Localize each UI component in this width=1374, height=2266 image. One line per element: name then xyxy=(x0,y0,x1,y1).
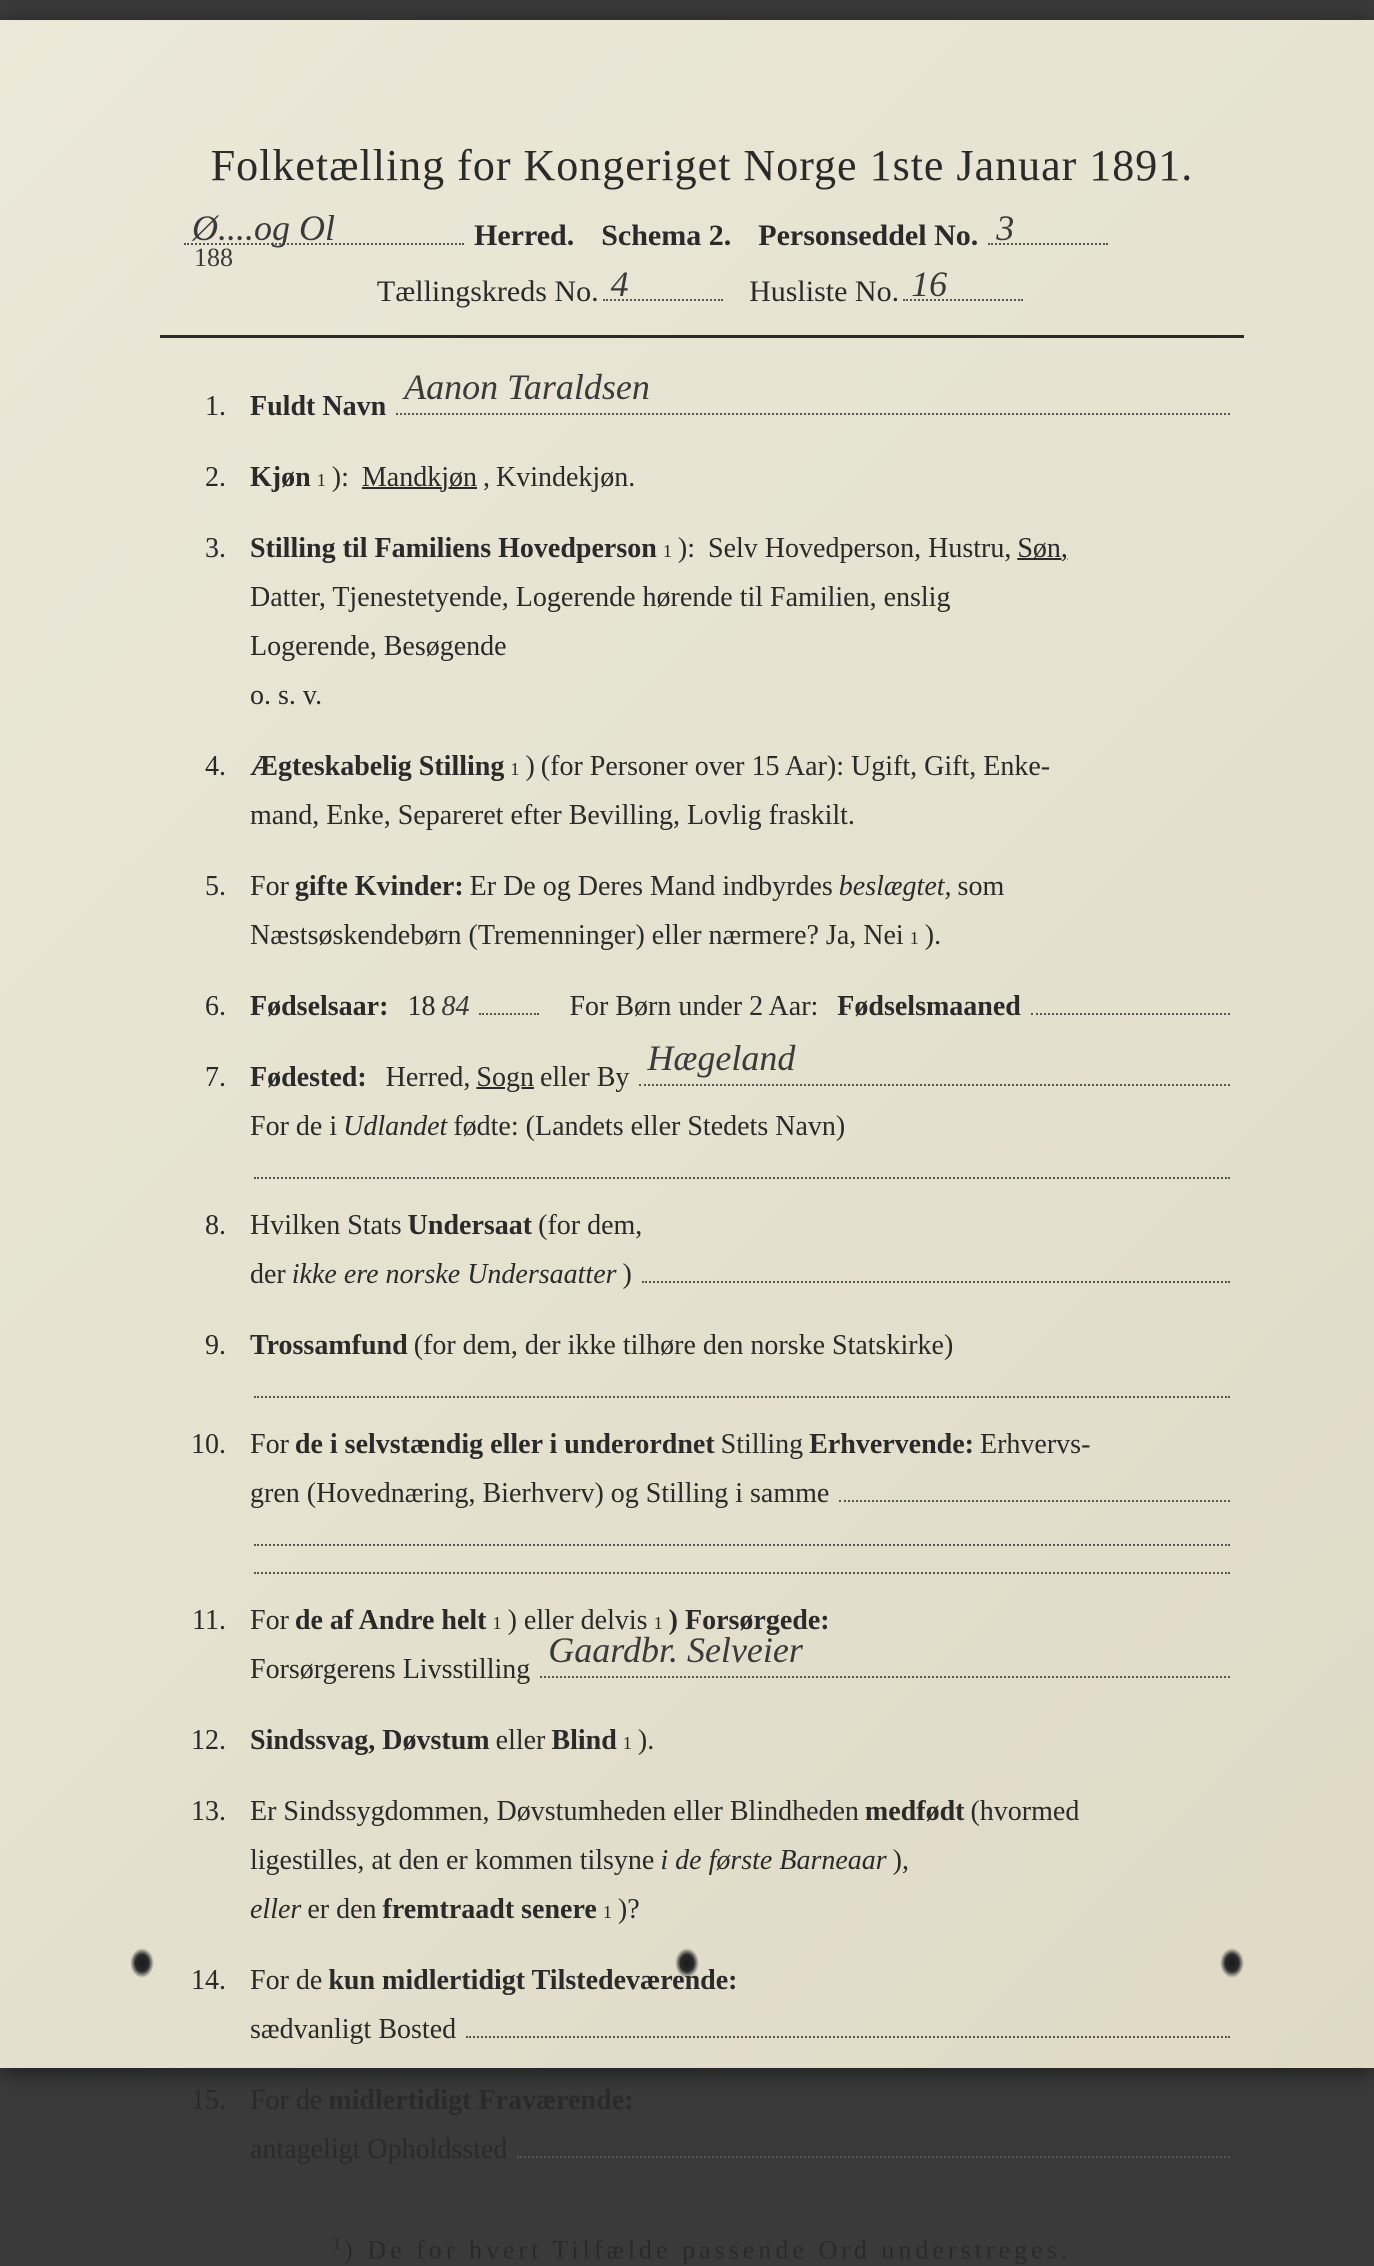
label-religion: Trossamfund xyxy=(250,1321,408,1370)
herred-label: Herred. xyxy=(474,219,574,253)
census-form-page: Folketælling for Kongeriget Norge 1ste J… xyxy=(0,20,1374,2068)
item-2: 2. Kjøn1): Mandkjøn, Kvindekjøn. xyxy=(180,453,1234,502)
label-birthplace: Fødested: xyxy=(250,1053,367,1102)
punch-hole-right xyxy=(1220,1948,1244,1978)
item-6: 6. Fødselsaar: 1884 For Børn under 2 Aar… xyxy=(180,982,1234,1031)
item-10: 10. For de i selvstændig eller i underor… xyxy=(180,1420,1234,1574)
item-9: 9. Trossamfund (for dem, der ikke tilhør… xyxy=(180,1321,1234,1398)
label-married-women: gifte Kvinder: xyxy=(295,862,464,911)
footnote: 1) De for hvert Tilfælde passende Ord un… xyxy=(160,2234,1244,2266)
label-supported: de af Andre helt xyxy=(295,1596,487,1645)
label-birthyear: Fødselsaar: xyxy=(250,982,388,1031)
year-note: 188 xyxy=(194,243,233,273)
supporter-occupation: Gaardbr. Selveier xyxy=(548,1619,803,1682)
form-title: Folketælling for Kongeriget Norge 1ste J… xyxy=(160,140,1244,191)
item-7: 7. Fødested: Herred, Sogn eller By Hægel… xyxy=(180,1053,1234,1179)
birthyear-value: 84 xyxy=(441,982,469,1031)
birthplace-sogn: Sogn xyxy=(476,1053,534,1102)
schema-label: Schema 2. xyxy=(601,219,731,253)
item-12: 12. Sindssvag, Døvstum eller Blind1). xyxy=(180,1716,1234,1765)
sex-female: Kvindekjøn. xyxy=(496,453,635,502)
personseddel-no: 3 xyxy=(996,207,1014,249)
item-14: 14. For de kun midlertidigt Tilstedevære… xyxy=(180,1956,1234,2054)
sex-male: Mandkjøn xyxy=(362,453,477,502)
label-congenital: medfødt xyxy=(865,1787,965,1836)
item-11: 11. For de af Andre helt1 ) eller delvis… xyxy=(180,1596,1234,1694)
item-1: 1. Fuldt Navn Aanon Taraldsen xyxy=(180,382,1234,431)
kreds-no: 4 xyxy=(611,263,629,305)
husliste-no: 16 xyxy=(911,263,947,305)
item-5: 5. For gifte Kvinder: Er De og Deres Man… xyxy=(180,862,1234,960)
item-8: 8. Hvilken Stats Undersaat (for dem, der… xyxy=(180,1201,1234,1299)
husliste-label: Husliste No. xyxy=(749,275,899,309)
label-marital: Ægteskabelig Stilling xyxy=(250,742,504,791)
item-4: 4. Ægteskabelig Stilling1) (for Personer… xyxy=(180,742,1234,840)
personseddel-label: Personseddel No. xyxy=(758,219,978,253)
divider-rule xyxy=(160,335,1244,338)
punch-hole-left xyxy=(130,1948,154,1978)
label-subject: Undersaat xyxy=(408,1201,532,1250)
value-name: Aanon Taraldsen xyxy=(404,356,650,419)
label-sex: Kjøn xyxy=(250,453,311,502)
item-13: 13. Er Sindssygdommen, Døvstumheden elle… xyxy=(180,1787,1234,1934)
label-disability: Sindssvag, Døvstum xyxy=(250,1716,490,1765)
label-occupation: Erhvervende: xyxy=(809,1420,974,1469)
header-row-1: Ø....og Ol 188 Herred. Schema 2. Persons… xyxy=(160,215,1244,253)
item-3: 3. Stilling til Familiens Hovedperson1):… xyxy=(180,524,1234,720)
kreds-label: Tællingskreds No. xyxy=(377,275,599,309)
relation-son: Søn, xyxy=(1017,524,1068,573)
birthplace-value: Hægeland xyxy=(647,1027,795,1090)
label-birthmonth: Fødselsmaaned xyxy=(837,982,1021,1031)
label-temp-absent: midlertidigt Fraværende: xyxy=(328,2076,633,2125)
label-name: Fuldt Navn xyxy=(250,382,386,431)
form-body: 1. Fuldt Navn Aanon Taraldsen 2. Kjøn1):… xyxy=(160,382,1244,2174)
punch-hole-center xyxy=(675,1948,699,1978)
header-row-2: Tællingskreds No. 4 Husliste No. 16 xyxy=(160,271,1244,309)
item-15: 15. For de midlertidigt Fraværende: anta… xyxy=(180,2076,1234,2174)
label-relation: Stilling til Familiens Hovedperson xyxy=(250,524,657,573)
